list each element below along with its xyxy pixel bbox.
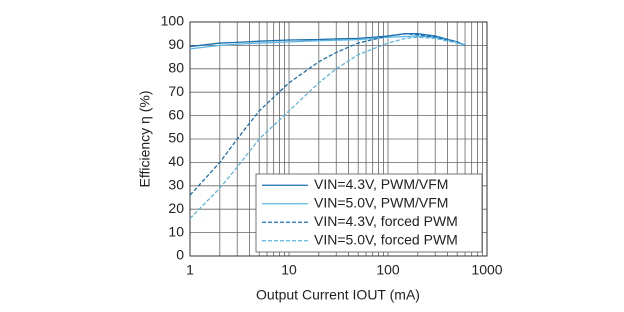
- y-tick-label: 40: [168, 153, 184, 169]
- plot-frame: [189, 21, 488, 257]
- legend-label: VIN=4.3V, forced PWM: [314, 213, 458, 229]
- y-tick-label: 80: [168, 60, 184, 76]
- series-line: [189, 35, 466, 50]
- series-line: [189, 33, 466, 48]
- y-tick-label: 50: [168, 130, 184, 146]
- y-tick-label: 30: [168, 177, 184, 193]
- series-line: [189, 33, 466, 196]
- legend-label: VIN=4.3V, PWM/VFM: [314, 176, 448, 192]
- x-tick-label: 1000: [471, 262, 502, 278]
- x-tick-label: 10: [281, 262, 297, 278]
- y-tick-label: 60: [168, 106, 184, 122]
- legend-label: VIN=5.0V, PWM/VFM: [314, 194, 448, 210]
- y-axis-label: Efficiency η (%): [137, 91, 153, 188]
- y-tick-label: 0: [176, 247, 184, 263]
- y-tick-label: 90: [168, 36, 184, 52]
- series-line: [189, 36, 466, 220]
- x-tick-label: 1: [186, 262, 194, 278]
- x-tick-label: 100: [376, 262, 400, 278]
- y-tick-label: 70: [168, 83, 184, 99]
- y-tick-label: 100: [161, 13, 185, 29]
- x-axis-label: Output Current IOUT (mA): [256, 287, 420, 303]
- legend-box: [255, 173, 483, 253]
- legend-label: VIN=5.0V, forced PWM: [314, 231, 458, 247]
- y-tick-label: 10: [168, 223, 184, 239]
- y-tick-label: 20: [168, 200, 184, 216]
